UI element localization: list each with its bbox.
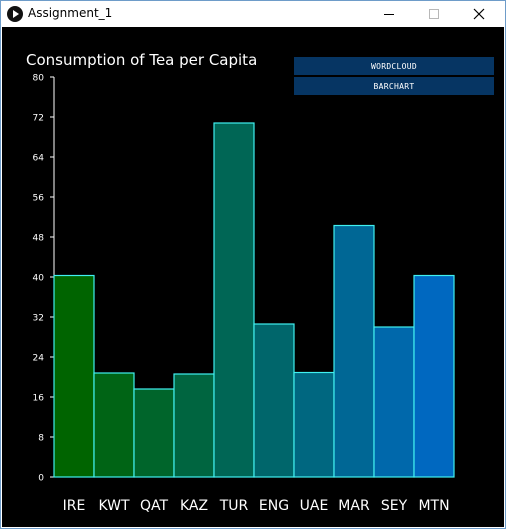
y-tick-label: 72 — [33, 114, 44, 124]
window-title: Assignment_1 — [28, 6, 113, 20]
bar-chart: 0 8 16 24 32 40 48 56 64 72 80 IRE KWT QAT KAZ TUR ENG UA… — [33, 74, 455, 514]
bar-mar — [333, 224, 375, 478]
y-tick-label: 32 — [33, 314, 44, 324]
maximize-button[interactable] — [411, 1, 456, 27]
y-tick-label: 0 — [38, 474, 44, 484]
y-tick-label: 80 — [33, 74, 45, 84]
y-tick-label: 40 — [33, 274, 45, 284]
y-tick-label: 16 — [33, 394, 45, 404]
maximize-icon — [428, 9, 439, 19]
title-bar[interactable]: Assignment_1 — [1, 1, 505, 27]
x-category-label: KWT — [98, 498, 130, 514]
minimize-icon — [383, 14, 394, 15]
y-tick-label: 8 — [38, 434, 44, 444]
bar-mtn — [413, 274, 455, 478]
x-category-label: UAE — [300, 498, 329, 514]
x-category-label: MTN — [418, 498, 449, 514]
bar-uae — [293, 371, 335, 478]
x-category-label: MAR — [338, 498, 370, 514]
x-category-label: IRE — [63, 498, 86, 514]
processing-play-icon — [7, 6, 23, 22]
bar-sey — [373, 326, 415, 478]
minimize-button[interactable] — [366, 1, 411, 27]
x-category-label: ENG — [259, 498, 289, 514]
bar-qat — [133, 388, 175, 478]
x-category-label: SEY — [381, 498, 408, 514]
chart-title: Consumption of Tea per Capita — [26, 51, 258, 69]
y-tick-label: 56 — [33, 194, 45, 204]
bar-tur — [213, 122, 255, 478]
bar-kaz — [173, 373, 215, 478]
y-tick-label: 24 — [33, 354, 45, 364]
bar-ire — [53, 274, 95, 478]
close-icon — [473, 8, 484, 20]
x-category-label: TUR — [219, 498, 249, 514]
x-category-label: KAZ — [180, 498, 208, 514]
wordcloud-button[interactable]: WORDCLOUD — [294, 57, 494, 75]
y-tick-label: 64 — [33, 154, 45, 164]
bar-eng — [253, 323, 295, 478]
barchart-button[interactable]: BARCHART — [294, 77, 494, 95]
sketch-canvas[interactable]: Consumption of Tea per Capita WORDCLOUD … — [2, 27, 504, 527]
bar-kwt — [93, 372, 135, 478]
x-category-label: QAT — [140, 498, 169, 514]
y-tick-label: 48 — [33, 234, 45, 244]
close-button[interactable] — [456, 1, 501, 27]
